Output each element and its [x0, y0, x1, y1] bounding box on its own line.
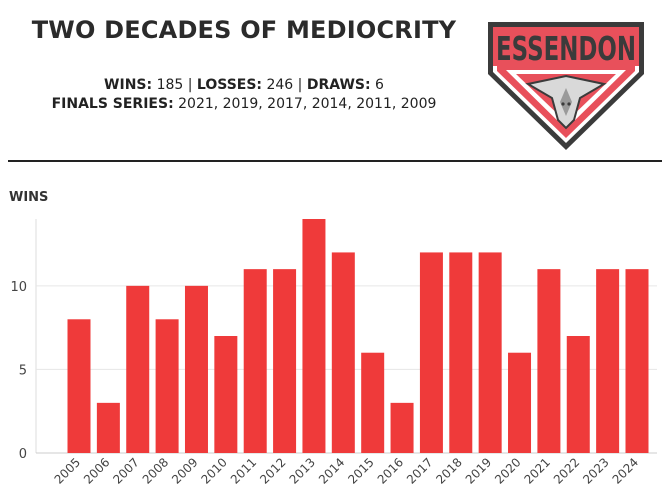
x-tick-labels: 2005200620072008200920102011201220132014…	[52, 455, 641, 486]
bar	[96, 402, 120, 453]
logo-wordmark-band	[493, 27, 639, 66]
x-tick-label: 2016	[375, 455, 406, 486]
y-tick-label: 10	[10, 280, 27, 295]
x-tick-label: 2009	[169, 455, 200, 486]
logo-wordmark: ESSENDON	[496, 29, 636, 68]
bar	[390, 402, 414, 453]
x-tick-label: 2012	[257, 455, 288, 486]
header-divider	[8, 160, 662, 162]
y-axis-title: WINS	[9, 190, 49, 205]
y-tick-labels: 0 5 10	[10, 280, 27, 462]
bar	[67, 319, 91, 453]
x-tick-label: 2015	[345, 455, 376, 486]
x-tick-label: 2007	[110, 455, 141, 486]
wins-label: WINS:	[104, 77, 153, 93]
losses-value: 246	[266, 77, 294, 93]
bars	[67, 219, 649, 453]
x-tick-label: 2022	[551, 455, 582, 486]
x-tick-label: 2014	[316, 455, 347, 486]
x-tick-label: 2010	[198, 455, 229, 486]
record-line: WINS: 185 | LOSSES: 246 | DRAWS: 6	[0, 76, 488, 95]
essendon-logo: ESSENDON	[488, 22, 644, 150]
finals-line: FINALS SERIES: 2021, 2019, 2017, 2014, 2…	[0, 95, 488, 114]
x-tick-label: 2024	[610, 455, 641, 486]
x-tick-label: 2021	[522, 455, 553, 486]
separator: |	[187, 77, 193, 93]
bar	[449, 252, 473, 453]
bar	[243, 269, 267, 453]
bar	[126, 285, 150, 453]
bar	[566, 336, 590, 453]
draws-label: DRAWS:	[306, 77, 371, 93]
draws-value: 6	[375, 77, 384, 93]
bar	[155, 319, 179, 453]
separator: |	[297, 77, 303, 93]
season-summary: WINS: 185 | LOSSES: 246 | DRAWS: 6 FINAL…	[0, 76, 488, 114]
x-tick-label: 2008	[140, 455, 171, 486]
bar	[537, 269, 561, 453]
bomber-icon	[525, 74, 607, 130]
x-tick-label: 2018	[433, 455, 464, 486]
bar	[508, 352, 532, 453]
x-tick-label: 2005	[52, 455, 83, 486]
bar	[273, 269, 297, 453]
bar	[419, 252, 443, 453]
x-tick-label: 2013	[287, 455, 318, 486]
wins-value: 185	[156, 77, 184, 93]
losses-label: LOSSES:	[196, 77, 263, 93]
bar	[596, 269, 620, 453]
finals-label: FINALS SERIES:	[51, 96, 174, 112]
chart-title: TWO DECADES OF MEDIOCRITY	[31, 16, 457, 44]
bar	[361, 352, 385, 453]
y-tick-label: 0	[19, 447, 27, 462]
bar	[214, 336, 238, 453]
bar	[302, 219, 326, 453]
finals-value: 2021, 2019, 2017, 2014, 2011, 2009	[178, 96, 437, 112]
bar	[184, 285, 208, 453]
x-tick-label: 2006	[81, 455, 112, 486]
x-tick-label: 2017	[404, 455, 435, 486]
x-tick-label: 2023	[580, 455, 611, 486]
x-tick-label: 2011	[228, 455, 259, 486]
x-tick-label: 2019	[463, 455, 494, 486]
bar	[625, 269, 649, 453]
bar	[478, 252, 502, 453]
bar	[331, 252, 355, 453]
x-tick-label: 2020	[492, 455, 523, 486]
y-tick-label: 5	[19, 363, 27, 378]
